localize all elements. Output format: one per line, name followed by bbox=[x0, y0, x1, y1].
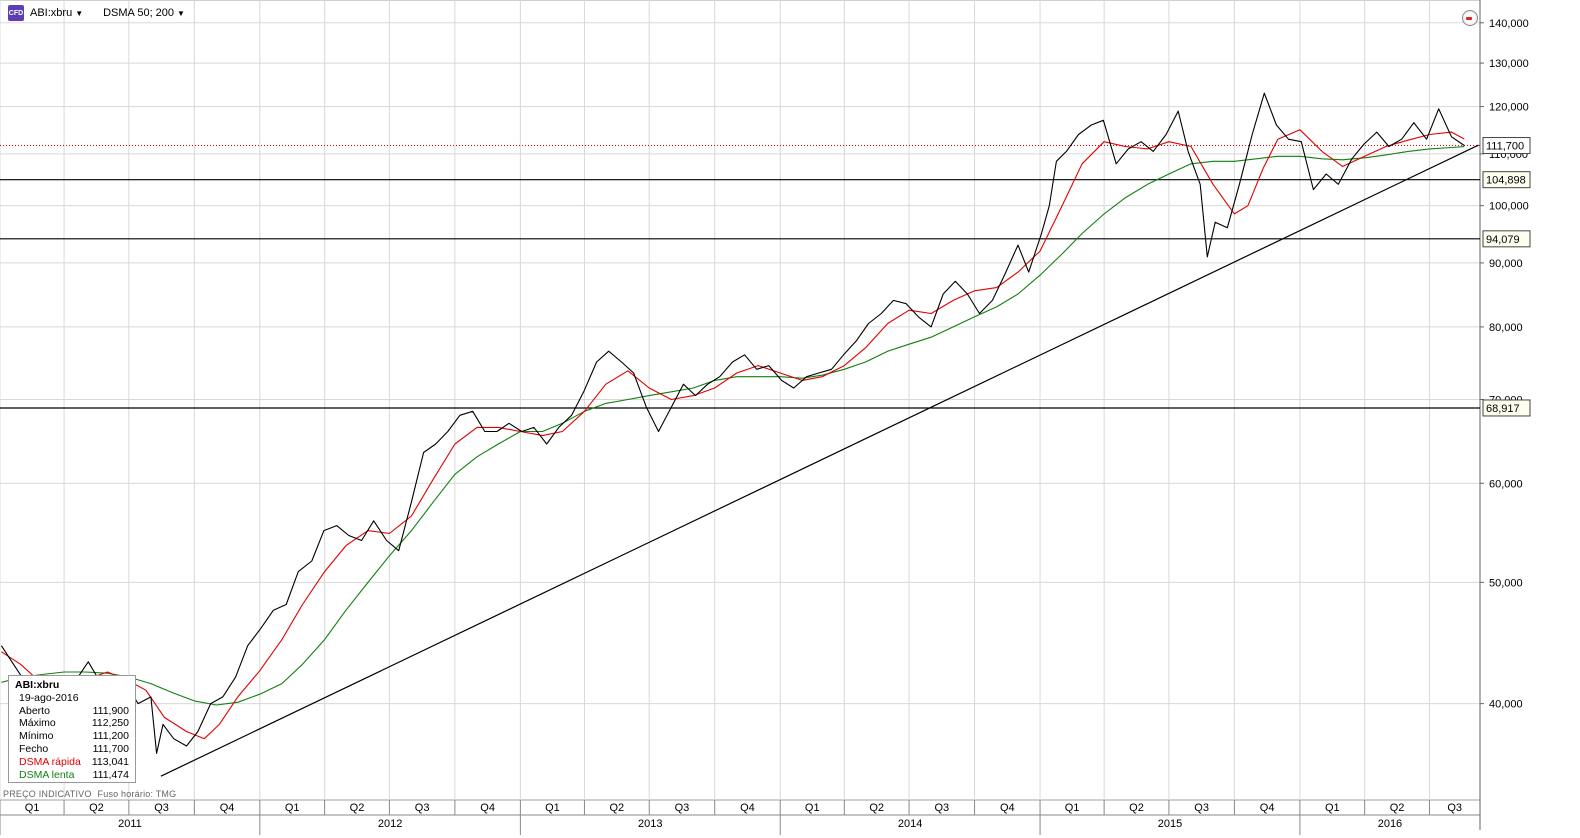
quarter-label: Q1 bbox=[25, 802, 40, 814]
quarter-label: Q1 bbox=[1325, 802, 1340, 814]
year-label: 2013 bbox=[638, 818, 662, 830]
symbol-label: ABI:xbru bbox=[30, 7, 73, 19]
level-label: 104,898 bbox=[1486, 175, 1526, 187]
info-label: Aberto bbox=[19, 704, 50, 717]
indicator-selector[interactable]: DSMA 50; 200 ▼ bbox=[103, 7, 185, 19]
info-value: 111,700 bbox=[92, 742, 129, 755]
timezone-note: Fuso horário: TMG bbox=[97, 789, 177, 799]
year-label: 2011 bbox=[118, 818, 142, 830]
info-row-slow-ma: DSMA lenta 111,474 bbox=[15, 769, 129, 782]
chart-toolbar: CFD ABI:xbru ▼ DSMA 50; 200 ▼ bbox=[0, 0, 1480, 26]
current-price-tag bbox=[1482, 137, 1531, 155]
level-tag bbox=[1482, 230, 1531, 248]
level-label: 94,079 bbox=[1486, 234, 1520, 246]
level-label: 68,917 bbox=[1486, 403, 1520, 415]
current-price-label: 111,700 bbox=[1486, 141, 1524, 153]
info-label: Fecho bbox=[19, 742, 49, 755]
info-label: DSMA rápida bbox=[19, 755, 81, 768]
y-tick-label: 80,000 bbox=[1489, 322, 1523, 334]
price-series-line[interactable] bbox=[0, 92, 1465, 754]
quarter-label: Q3 bbox=[1447, 802, 1462, 814]
quarter-label: Q3 bbox=[1194, 802, 1209, 814]
info-date: 19-ago-2016 bbox=[19, 691, 79, 704]
y-tick-label: 130,000 bbox=[1489, 58, 1529, 70]
year-label: 2015 bbox=[1158, 818, 1182, 830]
grid bbox=[0, 0, 1481, 801]
y-tick-label: 120,000 bbox=[1489, 102, 1529, 114]
level-tag bbox=[1482, 171, 1531, 189]
y-tick-label: 140,000 bbox=[1489, 18, 1529, 30]
level-tag bbox=[1482, 399, 1531, 417]
symbol-selector[interactable]: ABI:xbru ▼ bbox=[30, 7, 83, 19]
quarter-label: Q2 bbox=[1129, 802, 1144, 814]
info-row-low: Mínimo 111,200 bbox=[15, 730, 129, 743]
quarter-label: Q3 bbox=[934, 802, 949, 814]
info-label: Mínimo bbox=[19, 730, 54, 743]
quarter-label: Q1 bbox=[545, 802, 560, 814]
info-label: Máximo bbox=[19, 717, 56, 730]
info-row-high: Máximo 112,250 bbox=[15, 717, 129, 730]
quarter-label: Q2 bbox=[610, 802, 625, 814]
indicator-label: DSMA 50; 200 bbox=[103, 7, 175, 19]
slow-ma-line[interactable] bbox=[1, 146, 1465, 706]
year-label: 2014 bbox=[898, 818, 922, 830]
quarter-label: Q2 bbox=[1390, 802, 1405, 814]
quarter-label: Q2 bbox=[869, 802, 884, 814]
clock-icon[interactable] bbox=[1462, 10, 1478, 26]
caret-down-icon: ▼ bbox=[75, 9, 84, 18]
y-tick-label: 50,000 bbox=[1489, 577, 1523, 589]
trendline[interactable] bbox=[160, 144, 1479, 777]
axes bbox=[0, 0, 1484, 835]
quarter-label: Q3 bbox=[675, 802, 690, 814]
info-label: DSMA lenta bbox=[19, 768, 75, 781]
info-row-close: Fecho 111,700 bbox=[15, 743, 129, 756]
info-symbol: ABI:xbru bbox=[15, 679, 60, 691]
quarter-label: Q1 bbox=[1065, 802, 1080, 814]
quarter-label: Q3 bbox=[154, 802, 169, 814]
info-value: 113,041 bbox=[91, 755, 129, 768]
quarter-label: Q2 bbox=[350, 802, 365, 814]
quarter-label: Q1 bbox=[805, 802, 820, 814]
quarter-label: Q4 bbox=[740, 802, 755, 814]
horizontal-levels bbox=[0, 144, 1480, 777]
y-tick-label: 60,000 bbox=[1489, 478, 1523, 490]
year-label: 2016 bbox=[1378, 818, 1402, 830]
quarter-label: Q4 bbox=[480, 802, 495, 814]
footer-note: PREÇO INDICATIVO Fuso horário: TMG bbox=[3, 789, 182, 799]
caret-down-icon: ▼ bbox=[177, 9, 185, 18]
series-group bbox=[0, 92, 1465, 754]
year-label: 2012 bbox=[378, 818, 402, 830]
axis-labels: 140,000130,000120,000110,000100,00090,00… bbox=[25, 18, 1531, 830]
quarter-label: Q4 bbox=[1260, 802, 1275, 814]
fast-ma-line[interactable] bbox=[1, 129, 1465, 740]
quarter-label: Q2 bbox=[89, 802, 104, 814]
info-value: 111,474 bbox=[92, 768, 129, 781]
quarter-label: Q4 bbox=[220, 802, 235, 814]
quarter-label: Q1 bbox=[285, 802, 300, 814]
info-value: 111,900 bbox=[92, 704, 129, 717]
info-value: 111,200 bbox=[92, 730, 129, 743]
y-tick-label: 40,000 bbox=[1489, 699, 1523, 711]
price-note: PREÇO INDICATIVO bbox=[3, 789, 92, 799]
quarter-label: Q4 bbox=[1000, 802, 1015, 814]
y-tick-label: 100,000 bbox=[1489, 201, 1529, 213]
info-row-open: Aberto 111,900 bbox=[15, 705, 129, 718]
cfd-badge-icon: CFD bbox=[8, 5, 24, 21]
quarter-label: Q3 bbox=[415, 802, 430, 814]
y-tick-label: 90,000 bbox=[1489, 258, 1523, 270]
info-row-fast-ma: DSMA rápida 113,041 bbox=[15, 756, 129, 769]
info-value: 112,250 bbox=[91, 717, 129, 730]
ohlc-info-box: ABI:xbru 19-ago-2016 Aberto 111,900 Máxim… bbox=[8, 675, 136, 783]
